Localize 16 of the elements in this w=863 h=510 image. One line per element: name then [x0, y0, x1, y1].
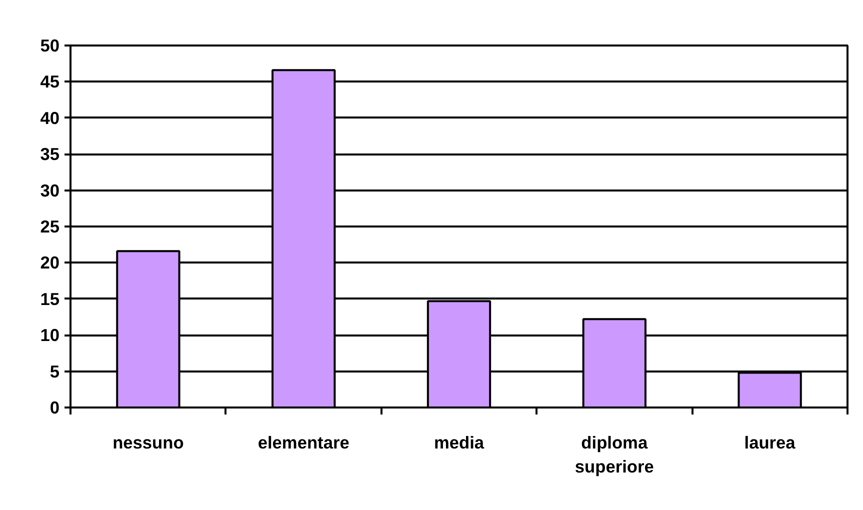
x-tick-label: nessuno [112, 432, 184, 452]
y-tick-label: 45 [40, 72, 60, 92]
x-tick-label: diploma superiore [574, 432, 654, 476]
x-tick-label: laurea [744, 432, 796, 452]
y-tick-label: 40 [40, 108, 60, 128]
y-tick-label: 35 [40, 144, 60, 164]
y-tick-label: 10 [40, 325, 60, 346]
y-tick-label: 20 [40, 252, 60, 273]
y-tick-label: 0 [50, 398, 60, 418]
x-tick-label: elementare [258, 432, 350, 452]
y-tick-label: 25 [40, 216, 60, 236]
y-tick-label: 5 [50, 361, 60, 382]
y-tick-label: 30 [40, 180, 60, 200]
y-tick-label: 50 [40, 36, 60, 56]
y-tick-label: 15 [40, 288, 60, 309]
x-tick-label: media [434, 432, 484, 452]
